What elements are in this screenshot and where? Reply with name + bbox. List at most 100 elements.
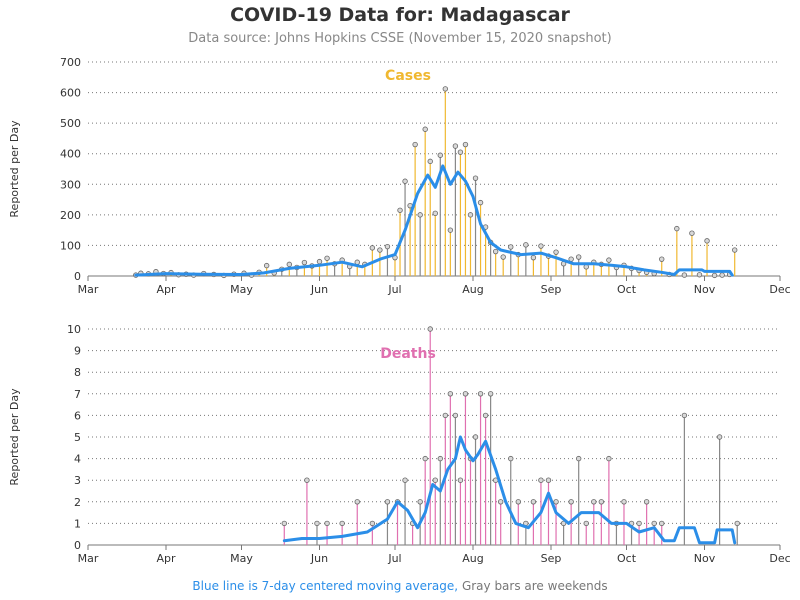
deaths-marker	[515, 499, 521, 505]
deaths-marker	[402, 477, 408, 483]
cases-x-tick-label: Sep	[541, 283, 562, 296]
cases-marker	[286, 261, 293, 268]
cases-marker	[417, 212, 423, 218]
deaths-marker	[472, 434, 479, 440]
deaths-marker	[437, 455, 443, 462]
deaths-marker	[560, 520, 567, 527]
deaths-marker	[417, 499, 423, 505]
deaths-x-tick-label: Apr	[156, 552, 176, 565]
deaths-marker	[477, 391, 484, 397]
deaths-marker	[545, 477, 552, 483]
cases-marker	[711, 272, 718, 279]
footnote-average: Blue line is 7-day centered moving avera…	[192, 579, 459, 593]
deaths-y-tick-label: 7	[74, 388, 81, 401]
deaths-marker	[314, 520, 320, 527]
deaths-marker	[530, 499, 537, 505]
cases-marker	[369, 245, 376, 251]
cases-marker	[324, 255, 330, 261]
cases-marker	[530, 254, 537, 261]
deaths-x-tick-label: Jun	[310, 552, 328, 565]
deaths-marker	[304, 477, 310, 483]
deaths-x-tick-label: Jul	[387, 552, 401, 565]
chart-title: COVID-19 Data for: Madagascar	[230, 4, 570, 26]
deaths-marker	[462, 391, 469, 397]
deaths-marker	[281, 520, 287, 527]
cases-marker	[674, 225, 680, 232]
cases-marker	[447, 227, 454, 233]
deaths-y-tick-label: 2	[74, 496, 81, 509]
cases-marker	[606, 257, 612, 263]
deaths-x-tick-label: Nov	[694, 552, 716, 565]
deaths-marker	[621, 499, 627, 505]
footnote-weekends: Gray bars are weekends	[461, 579, 608, 593]
cases-panel-label: Cases	[385, 68, 431, 84]
cases-y-axis-label: Reported per Day	[8, 120, 21, 218]
cases-panel: 0 100 200 300 400 500 600 700 Mar Apr May Jun Jul Aug…	[8, 56, 791, 296]
cases-x-tick-label: Nov	[694, 283, 716, 296]
cases-marker	[696, 272, 703, 278]
cases-x-tick-label: Jun	[310, 283, 328, 296]
deaths-marker	[422, 455, 428, 462]
deaths-marker	[591, 499, 597, 505]
cases-marker	[538, 243, 544, 249]
deaths-marker	[598, 499, 605, 505]
deaths-marker	[487, 391, 494, 397]
deaths-marker	[508, 455, 514, 462]
deaths-x-tick-label: Mar	[78, 552, 99, 565]
deaths-x-tick-label: Oct	[617, 552, 637, 565]
cases-marker	[508, 244, 514, 250]
deaths-marker	[538, 477, 544, 483]
deaths-panel-label: Deaths	[380, 346, 436, 362]
cases-marker	[397, 207, 403, 213]
cases-marker	[659, 256, 665, 262]
cases-marker	[467, 212, 474, 218]
cases-marker	[523, 242, 529, 248]
cases-marker	[681, 272, 688, 278]
cases-marker	[402, 178, 408, 184]
deaths-marker	[432, 477, 438, 483]
deaths-y-tick-label: 0	[74, 539, 81, 552]
cases-marker	[553, 249, 559, 255]
cases-marker	[316, 258, 323, 265]
cases-marker	[384, 243, 391, 250]
cases-marker	[575, 254, 582, 260]
deaths-marker	[452, 412, 459, 419]
deaths-marker	[457, 477, 464, 483]
cases-marker	[263, 262, 270, 269]
deaths-marker	[681, 412, 688, 419]
cases-x-tick-label: Aug	[462, 283, 483, 296]
cases-marker	[462, 141, 469, 148]
deaths-marker	[384, 499, 391, 505]
deaths-x-tick-label: Dec	[769, 552, 790, 565]
deaths-marker	[734, 520, 740, 527]
cases-marker	[457, 149, 464, 155]
footnote: Blue line is 7-day centered moving avera…	[0, 579, 800, 593]
cases-x-tick-label: Jul	[387, 283, 401, 296]
cases-moving-average-line	[134, 164, 734, 277]
cases-marker	[301, 259, 308, 266]
cases-x-tick-label: Mar	[78, 283, 99, 296]
deaths-marker	[575, 455, 582, 462]
cases-marker	[472, 175, 479, 181]
cases-y-tick-label: 0	[74, 270, 81, 283]
cases-x-tick-label: Oct	[617, 283, 637, 296]
deaths-marker	[482, 412, 489, 419]
cases-marker	[689, 230, 695, 236]
deaths-marker	[606, 455, 612, 462]
deaths-x-tick-label: May	[230, 552, 253, 565]
deaths-marker	[354, 499, 360, 505]
cases-marker	[437, 152, 443, 158]
cases-x-tick-label: Apr	[156, 283, 176, 296]
deaths-y-tick-label: 8	[74, 366, 81, 379]
deaths-moving-average-line	[282, 435, 737, 545]
deaths-marker	[324, 520, 330, 527]
cases-y-tick-label: 600	[60, 87, 81, 100]
cases-y-tick-label: 500	[60, 117, 81, 130]
deaths-marker	[442, 412, 449, 419]
cases-marker	[477, 199, 484, 206]
deaths-y-tick-label: 6	[74, 409, 81, 422]
cases-y-tick-label: 200	[60, 209, 81, 222]
cases-y-tick-label: 700	[60, 56, 81, 69]
deaths-y-tick-label: 5	[74, 431, 81, 444]
deaths-panel: 0 1 2 3 4 5 6 7 8 9 10 Mar Apr May Jun Jul Aug Sep Oct Nov D…	[8, 323, 791, 565]
